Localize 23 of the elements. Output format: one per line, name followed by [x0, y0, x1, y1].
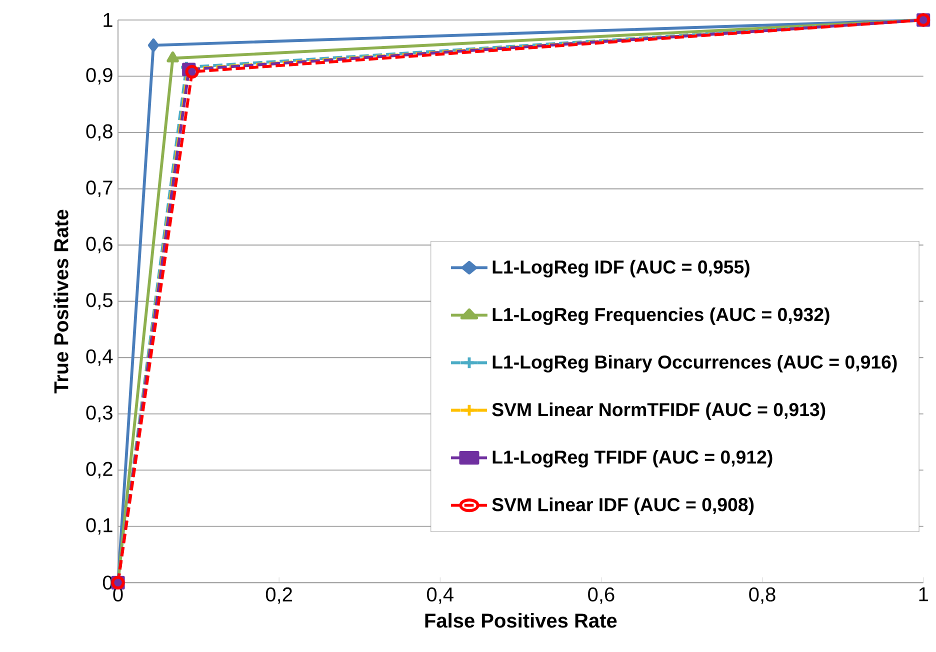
x-tick-label: 0,6	[588, 587, 614, 604]
legend-label: L1-LogReg Binary Occurrences (AUC = 0,916)	[492, 354, 897, 372]
legend-label: L1-LogReg IDF (AUC = 0,955)	[492, 260, 750, 278]
y-tick-label: 0,1	[86, 518, 112, 535]
y-tick-label: 0,4	[86, 349, 113, 366]
x-tick-label: 1	[919, 587, 928, 602]
y-tick-label: 0,7	[86, 180, 112, 198]
y-tick-label: 0,9	[86, 68, 112, 85]
y-tick-label: 0,2	[86, 462, 112, 478]
x-tick-label: 0,2	[266, 587, 292, 604]
legend-label: SVM Linear NormTFIDF (AUC = 0,913)	[492, 402, 826, 420]
y-tick-label: 1	[104, 13, 112, 27]
y-tick-label: 0,5	[86, 293, 112, 310]
y-tick-label: 0,8	[86, 124, 112, 141]
x-axis-title: False Positives Rate	[425, 613, 617, 628]
legend-label: L1-LogReg TFIDF (AUC = 0,912)	[492, 450, 772, 468]
legend-label: L1-LogReg Frequencies (AUC = 0,932)	[492, 307, 830, 325]
x-tick-label: 0,8	[749, 587, 776, 604]
x-tick-label: 0,4	[427, 587, 454, 604]
y-axis-title: True Positives Rate	[54, 210, 68, 394]
y-tick-label: 0,6	[86, 236, 112, 254]
y-tick-label: 0,3	[86, 406, 112, 422]
legend-label: SVM Linear IDF (AUC = 0,908)	[492, 498, 754, 515]
